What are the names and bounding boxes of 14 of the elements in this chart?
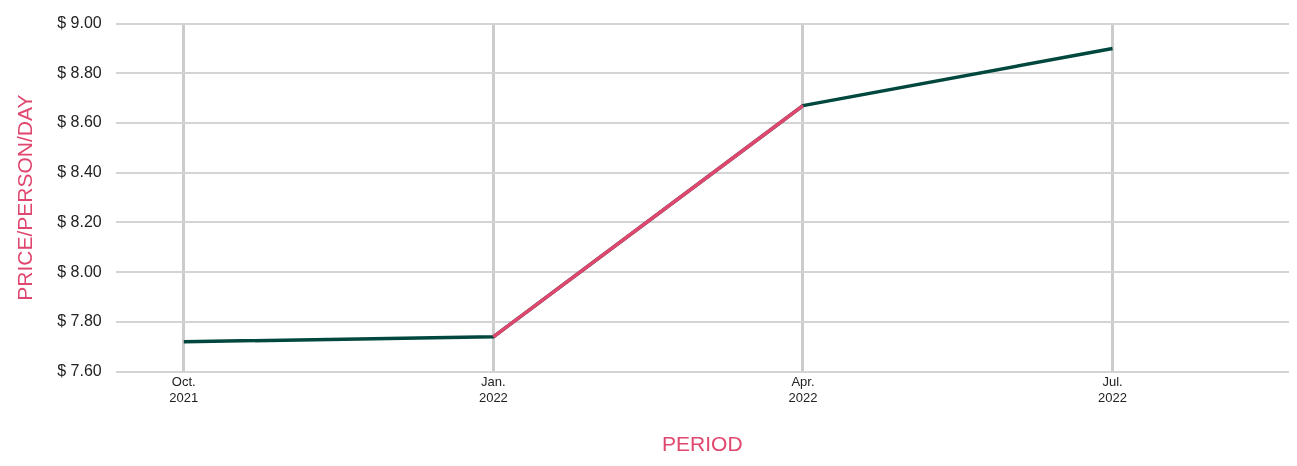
x-tick-label: Oct. 2021 xyxy=(169,373,199,405)
y-tick-label: $ 9.00 xyxy=(57,14,102,32)
x-tick-label: Apr. 2022 xyxy=(788,373,818,405)
y-tick-label: $ 7.60 xyxy=(57,362,102,380)
y-axis-title: PRICE/PERSON/DAY xyxy=(13,94,37,301)
x-tick-label: Jul. 2022 xyxy=(1098,373,1127,405)
x-tick-label: Jan. 2022 xyxy=(478,373,508,405)
y-tick-label: $ 8.40 xyxy=(57,163,102,181)
y-tick-label: $ 7.80 xyxy=(57,312,102,330)
y-tick-label: $ 8.80 xyxy=(57,63,102,81)
y-tick-label: $ 8.00 xyxy=(57,262,102,280)
y-tick-label: $ 8.60 xyxy=(57,113,102,131)
x-axis-title: PERIOD xyxy=(662,432,743,456)
y-tick-label: $ 8.20 xyxy=(57,212,102,230)
